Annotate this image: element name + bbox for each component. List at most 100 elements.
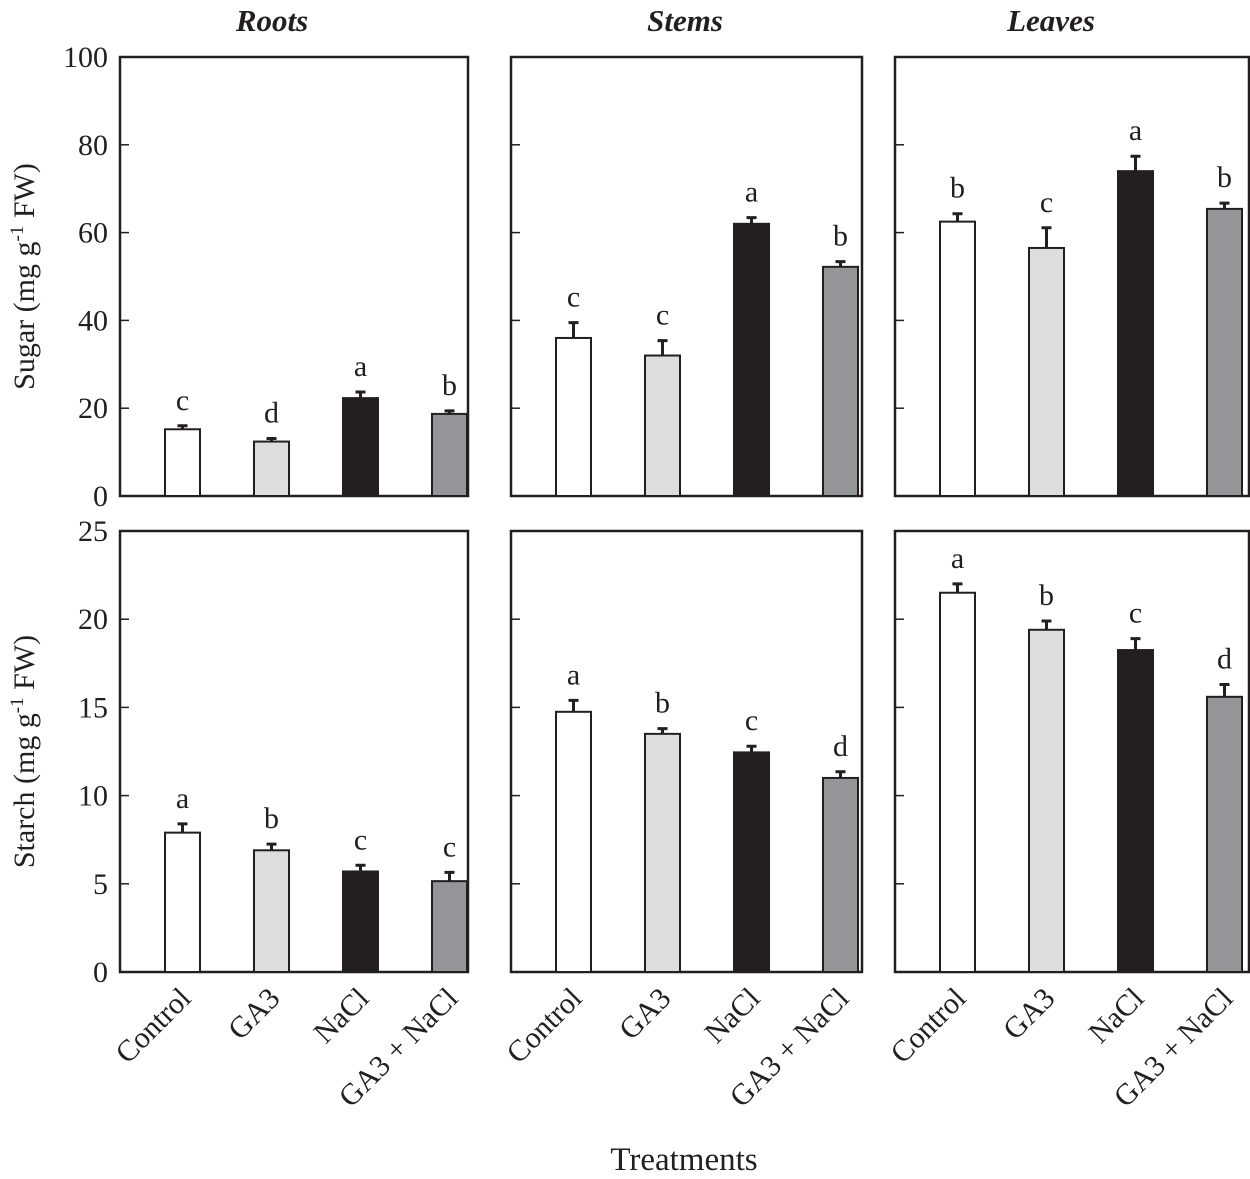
panel-frame bbox=[118, 529, 470, 974]
column-title-leaves: Leaves bbox=[1006, 3, 1095, 38]
significance-letter: b bbox=[833, 220, 848, 253]
significance-letter: c bbox=[1040, 186, 1053, 219]
significance-letter: b bbox=[1217, 161, 1232, 194]
error-bar bbox=[1219, 682, 1230, 697]
error-bar bbox=[444, 409, 455, 414]
significance-letter: a bbox=[176, 782, 189, 815]
y-axis-title-main: Starch (mg g bbox=[8, 713, 41, 868]
significance-letter: b bbox=[442, 369, 457, 402]
bar-nacl bbox=[733, 751, 770, 974]
y-tick-label: 80 bbox=[78, 129, 108, 162]
bar-ga3 bbox=[644, 354, 681, 497]
category-label-nacl: NaCl bbox=[307, 982, 375, 1050]
significance-letter: c bbox=[745, 704, 758, 737]
significance-letter: a bbox=[951, 542, 964, 575]
bar-ga3-nacl bbox=[822, 776, 859, 974]
bar-ga3 bbox=[1028, 628, 1065, 973]
significance-letter: c bbox=[176, 384, 189, 417]
error-bar bbox=[835, 770, 846, 778]
significance-letter: d bbox=[1217, 642, 1232, 675]
bar-ga3-nacl bbox=[431, 880, 468, 973]
bar-control bbox=[164, 831, 201, 973]
column-title-roots: Roots bbox=[235, 3, 308, 38]
category-label-nacl: NaCl bbox=[1082, 982, 1150, 1050]
panel-frame bbox=[893, 55, 1250, 498]
panel-stems-starch: a b c d bbox=[509, 529, 864, 974]
significance-letter: a bbox=[354, 350, 367, 383]
y-tick-label: 0 bbox=[93, 956, 108, 989]
significance-letter: a bbox=[1129, 114, 1142, 147]
error-bar bbox=[177, 424, 188, 430]
error-bar bbox=[177, 822, 188, 833]
bar-ga3-nacl bbox=[822, 265, 859, 498]
panel-leaves-starch: a b c d bbox=[893, 529, 1250, 974]
bar-ga3-nacl bbox=[1206, 695, 1243, 973]
y-axis-title-main: Sugar (mg g bbox=[8, 242, 41, 390]
y-tick-label: 25 bbox=[78, 515, 108, 548]
panel-roots-starch: a b c c bbox=[118, 529, 470, 974]
bar-control bbox=[555, 710, 592, 973]
significance-letter: b bbox=[264, 802, 279, 835]
category-label-ga3: GA3 bbox=[997, 982, 1062, 1047]
x-axis-title: Treatments bbox=[610, 1142, 757, 1178]
bar-ga3-nacl bbox=[431, 412, 468, 498]
significance-letter: d bbox=[264, 396, 279, 429]
y-tick-label: 5 bbox=[93, 868, 108, 901]
panel-frame bbox=[509, 55, 864, 498]
significance-letter: c bbox=[567, 281, 580, 314]
bar-ga3 bbox=[253, 440, 290, 497]
significance-letter: c bbox=[1129, 597, 1142, 630]
category-label-nacl: NaCl bbox=[698, 982, 766, 1050]
significance-letter: b bbox=[1039, 579, 1054, 612]
y-tick-label: 100 bbox=[63, 41, 108, 74]
y-axis-title-end: FW) bbox=[8, 163, 41, 226]
y-axis-title-1: Starch (mg g-1 FW) bbox=[7, 635, 41, 868]
category-label-control: Control bbox=[109, 982, 197, 1070]
y-tick-label: 40 bbox=[78, 304, 108, 337]
error-bar bbox=[1219, 201, 1230, 209]
bar-control bbox=[555, 336, 592, 497]
bar-nacl bbox=[1117, 649, 1154, 973]
bar-nacl bbox=[1117, 170, 1154, 497]
significance-letter: c bbox=[354, 823, 367, 856]
error-bar bbox=[568, 321, 579, 338]
y-tick-label: 10 bbox=[78, 780, 108, 813]
y-tick-label: 60 bbox=[78, 217, 108, 250]
error-bar bbox=[746, 744, 757, 753]
bar-control bbox=[939, 220, 976, 497]
bar-control bbox=[939, 591, 976, 973]
bar-nacl bbox=[342, 870, 379, 974]
significance-letter: b bbox=[655, 687, 670, 720]
significance-letter: c bbox=[656, 299, 669, 332]
error-bar bbox=[266, 842, 277, 851]
bar-ga3 bbox=[644, 732, 681, 973]
error-bar bbox=[355, 863, 366, 872]
error-bar bbox=[952, 212, 963, 222]
significance-letter: a bbox=[745, 176, 758, 209]
panel-roots-sugar: c d a b bbox=[118, 55, 470, 498]
y-tick-label: 0 bbox=[93, 480, 108, 513]
bar-control bbox=[164, 428, 201, 497]
column-title-stems: Stems bbox=[647, 3, 723, 38]
category-label-ga3: GA3 bbox=[222, 982, 287, 1047]
error-bar bbox=[355, 390, 366, 399]
error-bar bbox=[1041, 619, 1052, 630]
significance-letter: d bbox=[833, 730, 848, 763]
bar-nacl bbox=[342, 397, 379, 497]
bar-nacl bbox=[733, 222, 770, 497]
error-bar bbox=[1130, 637, 1141, 651]
panels-layer: c d a b c c a b b c a b a b c c a b c d a b c d bbox=[118, 55, 1250, 974]
bar-ga3 bbox=[253, 849, 290, 973]
error-bar bbox=[266, 436, 277, 442]
error-bar bbox=[657, 339, 668, 356]
panel-leaves-sugar: b c a b bbox=[893, 55, 1250, 498]
error-bar bbox=[1130, 154, 1141, 172]
error-bar bbox=[568, 698, 579, 712]
category-label-control: Control bbox=[884, 982, 972, 1070]
significance-letter: b bbox=[950, 172, 965, 205]
panel-frame bbox=[118, 55, 470, 498]
y-tick-label: 15 bbox=[78, 691, 108, 724]
error-bar bbox=[444, 870, 455, 882]
